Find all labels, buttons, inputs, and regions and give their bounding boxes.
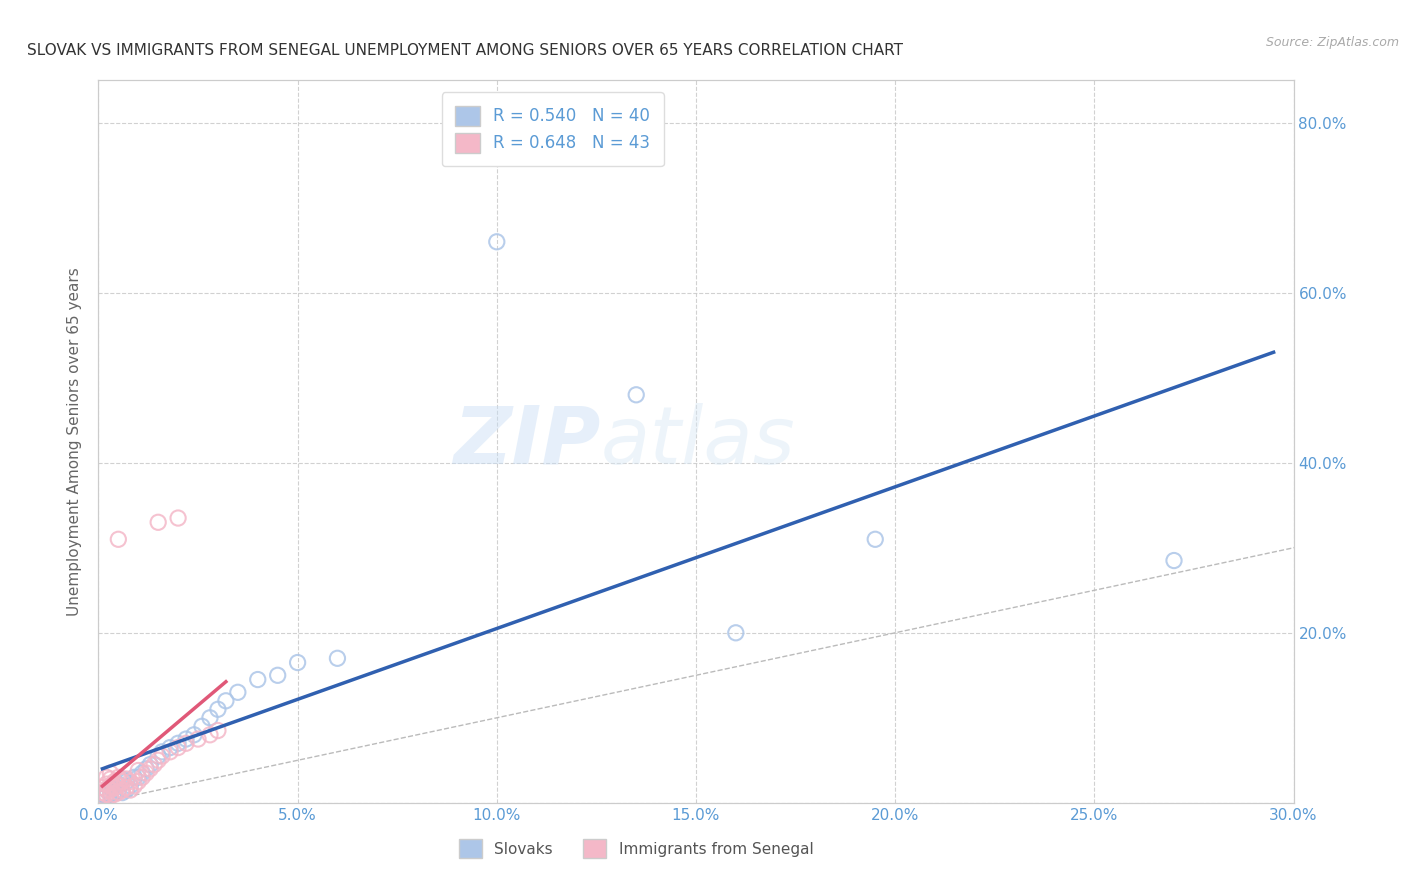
Point xyxy=(98,783,122,797)
Point xyxy=(107,533,129,547)
Point xyxy=(96,787,118,801)
Point xyxy=(127,770,149,784)
Point xyxy=(150,749,173,764)
Point xyxy=(98,779,122,793)
Point xyxy=(91,789,114,803)
Point xyxy=(124,770,146,784)
Point xyxy=(191,719,214,733)
Point xyxy=(626,388,648,402)
Point xyxy=(207,723,229,738)
Point xyxy=(120,774,142,789)
Point xyxy=(167,740,190,755)
Point xyxy=(124,779,146,793)
Point xyxy=(107,777,129,791)
Point xyxy=(127,774,149,789)
Point xyxy=(127,764,149,778)
Point xyxy=(111,783,134,797)
Point xyxy=(724,625,747,640)
Point xyxy=(198,711,221,725)
Text: Source: ZipAtlas.com: Source: ZipAtlas.com xyxy=(1265,36,1399,49)
Point xyxy=(139,757,162,772)
Point xyxy=(246,673,269,687)
Point xyxy=(148,516,170,530)
Point xyxy=(111,786,134,800)
Point xyxy=(1163,553,1185,567)
Point xyxy=(107,786,129,800)
Point xyxy=(326,651,349,665)
Legend: Slovaks, Immigrants from Senegal: Slovaks, Immigrants from Senegal xyxy=(453,833,820,864)
Point xyxy=(150,745,173,759)
Point xyxy=(198,728,221,742)
Point xyxy=(103,780,125,795)
Point xyxy=(111,774,134,789)
Point xyxy=(120,779,142,793)
Point xyxy=(159,740,181,755)
Point xyxy=(139,762,162,776)
Point xyxy=(115,774,138,789)
Point xyxy=(107,779,129,793)
Point xyxy=(96,777,118,791)
Point xyxy=(98,772,122,786)
Point xyxy=(485,235,508,249)
Point xyxy=(187,732,209,747)
Point xyxy=(107,770,129,784)
Text: SLOVAK VS IMMIGRANTS FROM SENEGAL UNEMPLOYMENT AMONG SENIORS OVER 65 YEARS CORRE: SLOVAK VS IMMIGRANTS FROM SENEGAL UNEMPL… xyxy=(27,44,903,58)
Point xyxy=(226,685,249,699)
Point xyxy=(107,783,129,797)
Point xyxy=(159,745,181,759)
Y-axis label: Unemployment Among Seniors over 65 years: Unemployment Among Seniors over 65 years xyxy=(67,268,83,615)
Point xyxy=(103,779,125,793)
Point xyxy=(98,766,122,780)
Point xyxy=(96,783,118,797)
Point xyxy=(96,789,118,803)
Text: ZIP: ZIP xyxy=(453,402,600,481)
Point xyxy=(96,770,118,784)
Point xyxy=(103,786,125,800)
Point xyxy=(98,787,122,801)
Text: atlas: atlas xyxy=(600,402,796,481)
Point xyxy=(115,772,138,786)
Point xyxy=(174,732,197,747)
Point xyxy=(98,789,122,803)
Point xyxy=(111,772,134,786)
Point xyxy=(215,694,238,708)
Point xyxy=(91,791,114,805)
Point xyxy=(91,791,114,805)
Point xyxy=(183,728,205,742)
Point xyxy=(207,702,229,716)
Point xyxy=(267,668,290,682)
Point xyxy=(865,533,887,547)
Point xyxy=(98,780,122,795)
Point xyxy=(131,766,153,780)
Point xyxy=(148,749,170,764)
Point xyxy=(91,780,114,795)
Point xyxy=(115,783,138,797)
Point xyxy=(91,787,114,801)
Point xyxy=(103,787,125,801)
Point xyxy=(135,766,157,780)
Point xyxy=(167,511,190,525)
Point xyxy=(120,783,142,797)
Point xyxy=(131,770,153,784)
Point xyxy=(135,762,157,776)
Point xyxy=(103,774,125,789)
Point xyxy=(167,736,190,750)
Point xyxy=(143,757,166,772)
Point xyxy=(115,780,138,795)
Point xyxy=(96,783,118,797)
Point xyxy=(287,656,309,670)
Point xyxy=(148,753,170,767)
Point xyxy=(91,786,114,800)
Point xyxy=(174,736,197,750)
